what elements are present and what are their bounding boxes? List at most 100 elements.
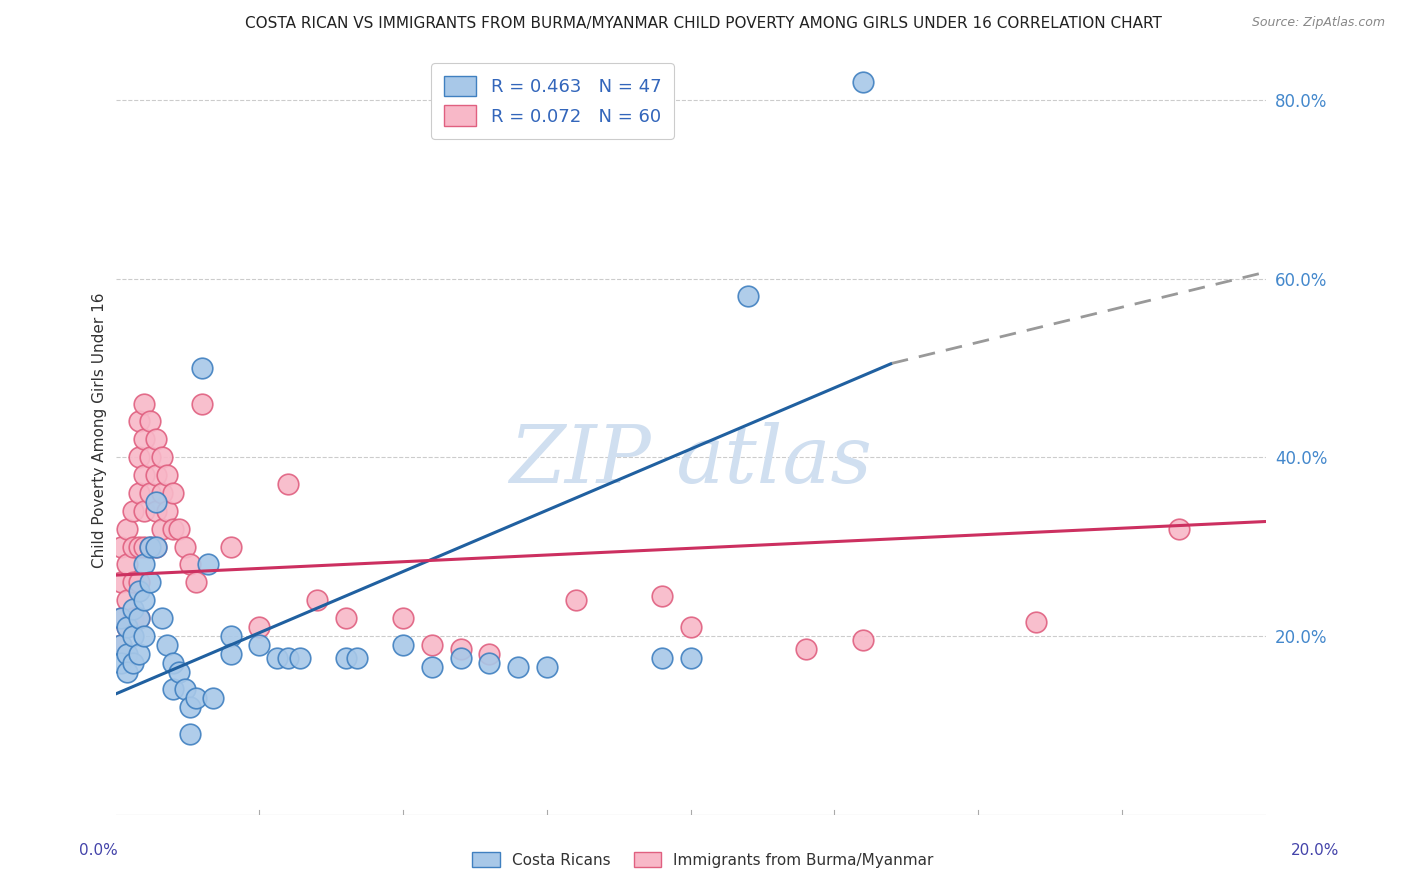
Point: [150, 522, 173, 536]
Point: [122, 629, 145, 643]
Point: [392, 611, 415, 625]
Point: [186, 575, 208, 590]
Point: [122, 656, 145, 670]
Point: [122, 540, 145, 554]
Point: [115, 558, 138, 572]
Point: [346, 651, 368, 665]
Point: [128, 450, 150, 465]
Point: [134, 629, 156, 643]
Point: [122, 602, 145, 616]
Point: [167, 522, 190, 536]
Point: [506, 660, 529, 674]
Point: [737, 289, 759, 303]
Text: COSTA RICAN VS IMMIGRANTS FROM BURMA/MYANMAR CHILD POVERTY AMONG GIRLS UNDER 16 : COSTA RICAN VS IMMIGRANTS FROM BURMA/MYA…: [245, 16, 1161, 31]
Point: [134, 558, 156, 572]
Point: [202, 691, 225, 706]
Point: [110, 611, 132, 625]
Point: [150, 450, 173, 465]
Point: [564, 593, 586, 607]
Point: [145, 504, 167, 518]
Point: [145, 540, 167, 554]
Point: [150, 611, 173, 625]
Point: [134, 468, 156, 483]
Point: [128, 647, 150, 661]
Point: [156, 638, 179, 652]
Point: [110, 575, 132, 590]
Point: [139, 575, 162, 590]
Point: [162, 522, 184, 536]
Point: [852, 633, 875, 648]
Y-axis label: Child Poverty Among Girls Under 16: Child Poverty Among Girls Under 16: [93, 293, 107, 568]
Point: [420, 638, 443, 652]
Text: Source: ZipAtlas.com: Source: ZipAtlas.com: [1251, 16, 1385, 29]
Point: [162, 486, 184, 500]
Point: [167, 665, 190, 679]
Point: [145, 468, 167, 483]
Point: [139, 486, 162, 500]
Point: [128, 486, 150, 500]
Text: ZIP atlas: ZIP atlas: [509, 423, 872, 500]
Point: [139, 540, 162, 554]
Point: [1025, 615, 1047, 630]
Point: [450, 642, 472, 657]
Point: [115, 522, 138, 536]
Point: [335, 611, 357, 625]
Point: [219, 647, 242, 661]
Point: [450, 651, 472, 665]
Point: [128, 575, 150, 590]
Point: [162, 682, 184, 697]
Point: [420, 660, 443, 674]
Point: [478, 656, 501, 670]
Point: [478, 647, 501, 661]
Point: [191, 360, 214, 375]
Point: [219, 629, 242, 643]
Point: [110, 540, 132, 554]
Point: [134, 593, 156, 607]
Point: [110, 611, 132, 625]
Point: [651, 651, 673, 665]
Point: [191, 396, 214, 410]
Point: [156, 468, 179, 483]
Text: 0.0%: 0.0%: [79, 843, 118, 858]
Point: [122, 611, 145, 625]
Point: [128, 540, 150, 554]
Point: [134, 540, 156, 554]
Point: [266, 651, 288, 665]
Point: [1168, 522, 1191, 536]
Point: [145, 495, 167, 509]
Point: [128, 584, 150, 599]
Text: 20.0%: 20.0%: [1291, 843, 1339, 858]
Legend: Costa Ricans, Immigrants from Burma/Myanmar: Costa Ricans, Immigrants from Burma/Myan…: [467, 846, 939, 873]
Point: [197, 558, 219, 572]
Point: [110, 638, 132, 652]
Point: [186, 691, 208, 706]
Point: [679, 620, 702, 634]
Point: [852, 75, 875, 89]
Point: [115, 620, 138, 634]
Point: [179, 727, 201, 741]
Point: [173, 540, 195, 554]
Point: [179, 558, 201, 572]
Point: [139, 540, 162, 554]
Point: [536, 660, 558, 674]
Point: [139, 414, 162, 428]
Point: [128, 611, 150, 625]
Point: [173, 682, 195, 697]
Point: [122, 575, 145, 590]
Point: [128, 611, 150, 625]
Point: [305, 593, 328, 607]
Point: [122, 504, 145, 518]
Point: [651, 589, 673, 603]
Point: [115, 647, 138, 661]
Point: [162, 656, 184, 670]
Point: [110, 656, 132, 670]
Point: [110, 638, 132, 652]
Point: [134, 433, 156, 447]
Point: [139, 450, 162, 465]
Point: [115, 593, 138, 607]
Point: [277, 651, 299, 665]
Point: [115, 620, 138, 634]
Point: [115, 665, 138, 679]
Point: [145, 433, 167, 447]
Legend: R = 0.463   N = 47, R = 0.072   N = 60: R = 0.463 N = 47, R = 0.072 N = 60: [432, 63, 673, 139]
